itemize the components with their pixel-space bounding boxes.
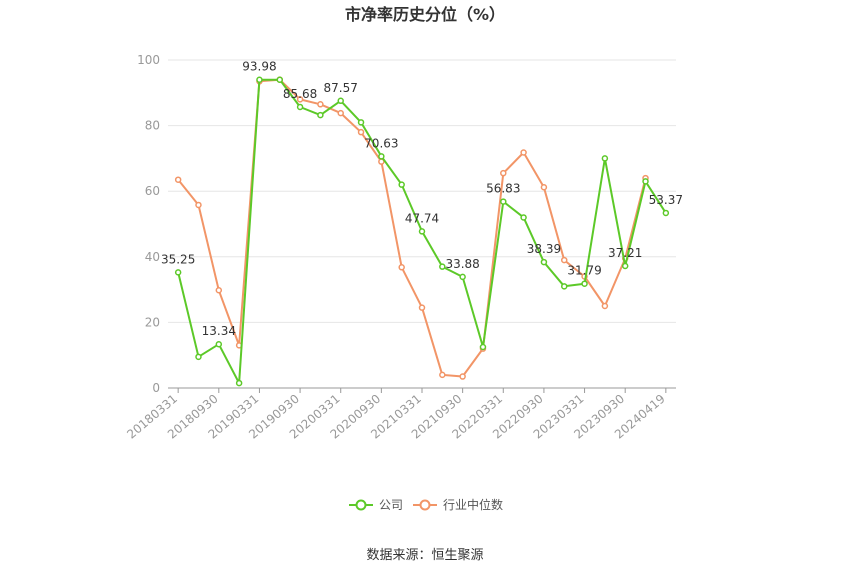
series-0-point-6[interactable] (296, 103, 304, 111)
series-1-point-14[interactable] (459, 373, 466, 380)
series-1-point-8[interactable] (337, 109, 344, 117)
series-1-point-16[interactable] (500, 169, 507, 177)
data-label-18: 38.39 (527, 242, 561, 256)
legend-company-label: 公司 (379, 498, 403, 512)
series-0-point-8[interactable] (337, 97, 344, 105)
series-1-point-0[interactable] (174, 176, 182, 183)
data-label-6: 85.68 (283, 87, 317, 101)
series-1-point-19[interactable] (560, 256, 568, 264)
data-label-8: 87.57 (324, 81, 358, 95)
chart-title: 市净率历史分位（%） (345, 5, 505, 24)
series-0-point-24[interactable] (662, 209, 670, 217)
series-0-point-13[interactable] (439, 263, 446, 270)
series-0-point-12[interactable] (418, 228, 426, 235)
legend-industry-marker (419, 499, 431, 511)
series-0-point-3[interactable] (235, 379, 243, 387)
series-0-point-4[interactable] (256, 76, 263, 83)
series-0-point-22[interactable] (621, 262, 629, 270)
series-1-point-7[interactable] (317, 101, 324, 108)
y-tick-label: 20 (145, 315, 160, 329)
series-0-point-16[interactable] (500, 198, 507, 205)
series-group (174, 76, 670, 387)
series-0-point-1[interactable] (195, 353, 202, 361)
data-label-10: 70.63 (364, 136, 398, 150)
y-tick-label: 60 (145, 184, 160, 198)
y-tick-label: 100 (137, 53, 160, 67)
data-label-22: 37.21 (608, 246, 642, 260)
data-label-24: 53.37 (649, 193, 683, 207)
series-0-point-18[interactable] (540, 258, 548, 266)
series-1-point-9[interactable] (357, 128, 365, 136)
series-0-point-2[interactable] (215, 340, 223, 348)
series-0-point-23[interactable] (642, 178, 649, 185)
series-0-point-17[interactable] (520, 214, 527, 221)
series-0-point-0[interactable] (174, 269, 182, 276)
legend-company-marker (355, 499, 367, 511)
data-label-16: 56.83 (486, 182, 520, 196)
series-1-point-6[interactable] (296, 96, 304, 103)
series-1-point-17[interactable] (520, 149, 527, 156)
data-label-20: 31.79 (567, 264, 601, 278)
data-label-2: 13.34 (202, 324, 236, 338)
legend-industry-label: 行业中位数 (443, 497, 503, 512)
series-0-point-20[interactable] (581, 280, 588, 287)
series-1-point-21[interactable] (601, 302, 609, 310)
series-0-point-9[interactable] (357, 119, 365, 126)
x-axis: 2018033120180930201903312019093020200331… (124, 387, 676, 442)
series-0-point-5[interactable] (276, 76, 284, 83)
series-0-point-14[interactable] (459, 273, 466, 281)
series-1-point-2[interactable] (215, 287, 223, 294)
series-0-point-21[interactable] (601, 155, 609, 162)
legend-item-company[interactable]: 公司 (349, 498, 403, 512)
legend-item-industry[interactable]: 行业中位数 (413, 497, 503, 512)
y-tick-label: 40 (145, 250, 160, 264)
series-0-point-11[interactable] (398, 181, 405, 188)
y-axis: 0 20 40 60 80 100 (137, 53, 160, 395)
data-label-14: 33.88 (445, 257, 479, 271)
legend[interactable]: 公司 行业中位数 (349, 497, 503, 512)
series-0-point-10[interactable] (378, 153, 385, 160)
y-tick-label: 80 (145, 119, 160, 133)
data-label-4: 93.98 (242, 60, 276, 74)
data-label-12: 47.74 (405, 211, 439, 225)
series-line-1 (177, 78, 647, 378)
data-label-0: 35.25 (161, 252, 195, 266)
y-tick-label: 0 (152, 381, 160, 395)
data-labels: 35.25 13.34 93.98 85.68 87.57 70.63 47.74 33.88… (161, 60, 683, 338)
source-text: 数据来源：恒生聚源 (366, 548, 483, 563)
series-1-point-13[interactable] (439, 371, 446, 379)
series-0-point-7[interactable] (317, 111, 324, 119)
series-0-point-19[interactable] (560, 283, 568, 290)
series-1-point-18[interactable] (540, 184, 548, 191)
series-1-point-11[interactable] (398, 264, 405, 271)
series-1-point-12[interactable] (418, 304, 426, 311)
series-1-point-1[interactable] (195, 201, 202, 209)
series-0-point-15[interactable] (479, 343, 487, 351)
